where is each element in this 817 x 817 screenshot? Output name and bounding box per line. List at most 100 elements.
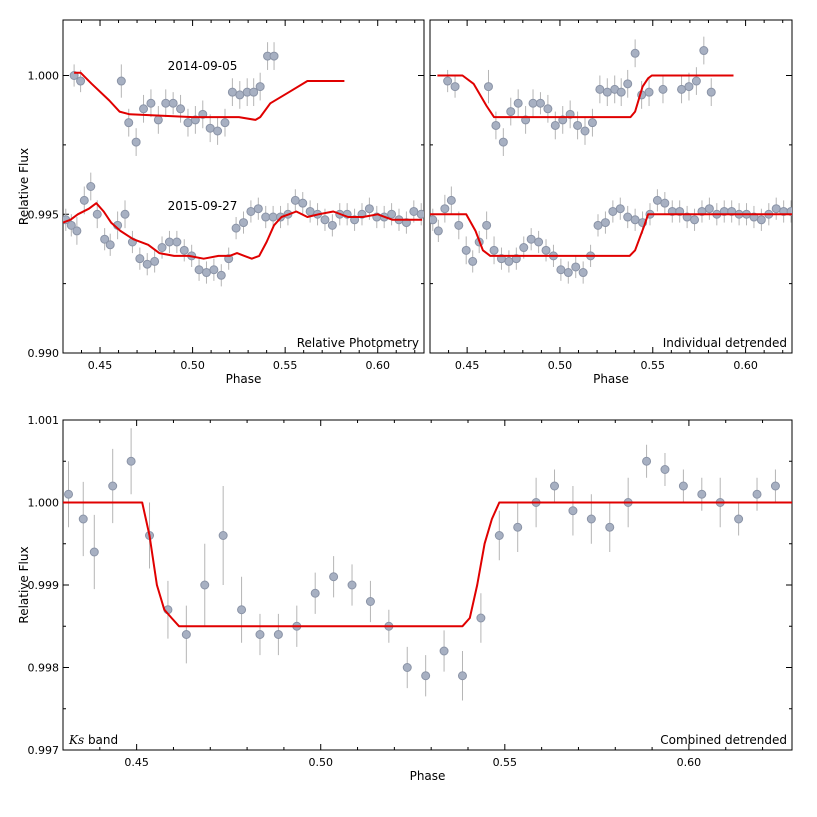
y-tick-label: 0.997: [28, 744, 60, 757]
x-tick-label: 0.55: [641, 359, 666, 372]
data-point: [235, 90, 245, 100]
data-point: [578, 268, 588, 278]
data-point: [771, 204, 781, 214]
data-point: [615, 204, 625, 214]
data-point: [201, 268, 211, 278]
plot-area: [63, 42, 424, 287]
data-point: [440, 204, 450, 214]
y-tick-label: 1.000: [28, 70, 60, 83]
date-label: 2015-09-27: [168, 199, 238, 213]
data-point: [92, 209, 102, 219]
data-point: [124, 118, 134, 128]
data-point: [587, 118, 597, 128]
data-point: [573, 120, 583, 130]
x-tick-label: 0.60: [733, 359, 758, 372]
data-point: [752, 489, 762, 499]
data-point: [699, 46, 709, 56]
data-point: [150, 256, 160, 266]
data-point: [157, 243, 167, 253]
panel-annotation: Individual detrended: [663, 336, 787, 350]
data-point: [161, 98, 171, 108]
band-annotation: Ks band: [68, 733, 118, 747]
data-point: [268, 212, 278, 222]
data-point: [697, 489, 707, 499]
data-point: [255, 630, 265, 639]
data-point: [439, 646, 449, 656]
data-point: [623, 212, 633, 222]
data-point: [535, 98, 545, 108]
data-point: [677, 84, 687, 94]
x-tick-label: 0.45: [88, 359, 113, 372]
data-point: [454, 220, 464, 230]
y-tick-label: 1.000: [28, 497, 60, 510]
data-point: [446, 195, 456, 205]
data-point: [105, 240, 115, 250]
data-point: [660, 198, 670, 208]
plot-frame: [62, 419, 793, 751]
data-point: [482, 220, 492, 230]
data-point: [483, 82, 493, 92]
data-point: [320, 215, 330, 225]
data-point: [534, 237, 544, 247]
x-axis-label: Phase: [226, 372, 262, 386]
data-point: [491, 120, 501, 130]
data-point: [327, 220, 337, 230]
plot-frame: [62, 19, 425, 354]
x-tick-label: 0.55: [493, 756, 518, 769]
data-point: [164, 237, 174, 247]
data-point: [142, 259, 152, 269]
data-point: [78, 514, 88, 524]
data-point: [644, 87, 654, 97]
band-suffix: band: [84, 733, 118, 747]
data-point: [100, 234, 110, 244]
data-point: [623, 79, 633, 89]
data-point: [468, 256, 478, 266]
y-tick-label: 0.995: [28, 208, 60, 221]
panel-relative-photometry: 0.45 0.50 0.55 0.60 0.990 0.995 1.000 Phase Rela…: [17, 19, 425, 386]
data-point: [580, 126, 590, 136]
y-axis-label: Relative Flux: [17, 148, 31, 225]
data-point: [253, 204, 263, 214]
data-point: [770, 481, 780, 491]
data-point: [443, 76, 453, 86]
data-point: [630, 48, 640, 58]
data-point: [494, 531, 504, 540]
data-point: [89, 547, 99, 557]
data-point: [139, 104, 149, 114]
x-tick-label: 0.60: [365, 359, 390, 372]
data-series: [443, 36, 716, 156]
data-point: [135, 254, 145, 264]
data-point: [556, 265, 566, 275]
data-point: [218, 531, 228, 540]
data-point: [72, 226, 82, 236]
data-point: [64, 489, 74, 499]
model-curve: [437, 74, 734, 119]
date-label: 2014-09-05: [168, 59, 238, 73]
panel-annotation: Combined detrended: [660, 733, 787, 747]
data-point: [183, 118, 193, 128]
data-point: [756, 215, 766, 225]
data-point: [365, 597, 375, 606]
data-point: [602, 87, 612, 97]
data-point: [704, 204, 714, 214]
data-point: [172, 237, 182, 247]
x-tick-label: 0.50: [548, 359, 573, 372]
x-tick-label: 0.45: [124, 756, 149, 769]
data-point: [387, 209, 397, 219]
data-point: [489, 245, 499, 255]
data-point: [181, 630, 191, 639]
data-point: [176, 104, 186, 114]
data-point: [461, 245, 471, 255]
data-point: [642, 456, 652, 466]
data-point: [305, 206, 315, 216]
model-curve: [63, 202, 423, 260]
data-point: [630, 215, 640, 225]
data-point: [519, 243, 529, 253]
data-point: [652, 195, 662, 205]
panel-individual-detrended: 0.45 0.50 0.55 0.60 Phase Individual detrende…: [429, 19, 793, 386]
x-axis-label: Phase: [410, 769, 446, 783]
data-point: [513, 98, 523, 108]
data-point: [608, 206, 618, 216]
y-axis-label: Relative Flux: [17, 546, 31, 623]
